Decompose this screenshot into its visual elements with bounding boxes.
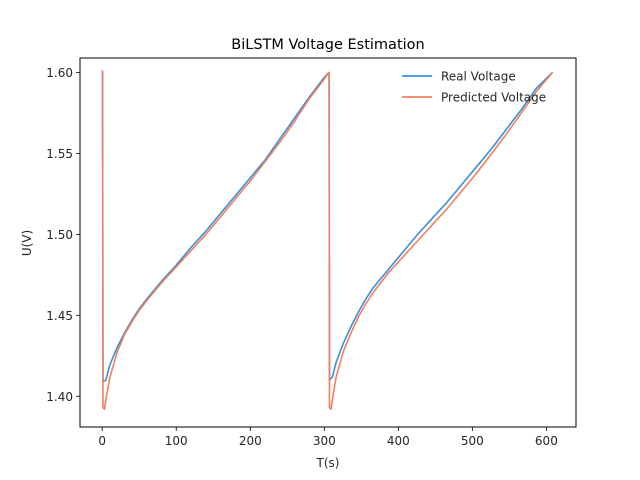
y-tick-label: 1.60 bbox=[46, 66, 73, 80]
legend-label: Predicted Voltage bbox=[441, 91, 546, 105]
x-tick-label: 0 bbox=[98, 434, 106, 448]
x-tick-label: 200 bbox=[239, 434, 262, 448]
x-tick-label: 500 bbox=[461, 434, 484, 448]
x-tick-label: 600 bbox=[535, 434, 558, 448]
y-tick-label: 1.45 bbox=[46, 309, 73, 323]
plot-area bbox=[101, 70, 554, 411]
x-tick-label: 100 bbox=[165, 434, 188, 448]
y-axis-label: U(V) bbox=[20, 230, 34, 256]
y-tick-label: 1.55 bbox=[46, 147, 73, 161]
legend-label: Real Voltage bbox=[441, 70, 516, 84]
x-axis-label: T(s) bbox=[316, 456, 340, 470]
y-axis: 1.40 1.45 1.50 1.55 1.60 bbox=[46, 66, 80, 404]
chart-title: BiLSTM Voltage Estimation bbox=[231, 37, 424, 53]
x-tick-label: 300 bbox=[313, 434, 336, 448]
series-line-predicted-voltage bbox=[101, 70, 554, 411]
legend: Real Voltage Predicted Voltage bbox=[402, 70, 546, 105]
y-tick-label: 1.40 bbox=[46, 390, 73, 404]
y-tick-label: 1.50 bbox=[46, 228, 73, 242]
series-layer bbox=[101, 70, 554, 411]
x-tick-label: 400 bbox=[387, 434, 410, 448]
plot-frame bbox=[79, 57, 577, 428]
x-axis: 0 100 200 300 400 500 600 bbox=[98, 427, 558, 448]
